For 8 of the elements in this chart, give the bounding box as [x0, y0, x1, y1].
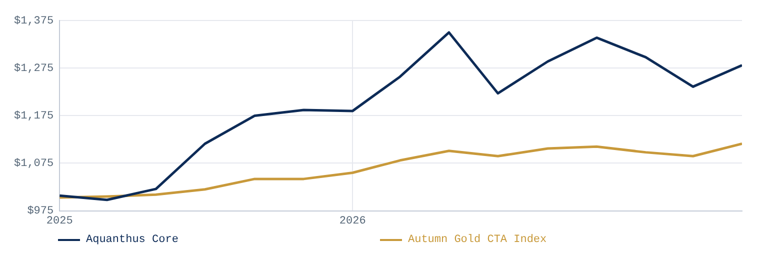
x-tick-label: 2025	[46, 215, 73, 228]
legend-label: Aquanthus Core	[86, 234, 178, 246]
y-tick-label: $1,175	[14, 110, 54, 123]
y-tick-label: $1,275	[14, 63, 54, 76]
x-tick-label: 2026	[339, 215, 366, 228]
y-tick-label: $1,375	[14, 16, 54, 28]
y-tick-label: $1,075	[14, 158, 54, 170]
legend-label: Autumn Gold CTA Index	[408, 234, 547, 246]
